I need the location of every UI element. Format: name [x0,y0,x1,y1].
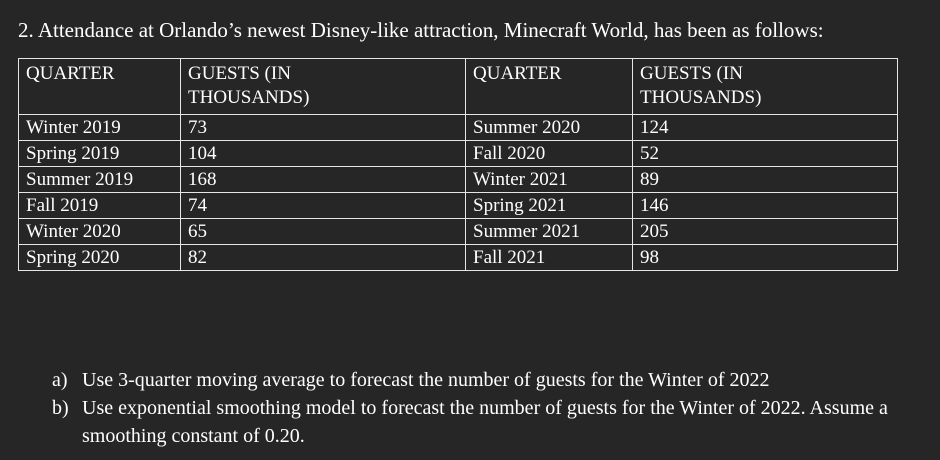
cell-guests: 89 [632,166,898,193]
cell-quarter: Spring 2021 [465,192,633,219]
question-marker: a) [52,369,68,391]
cell-guests: 168 [180,166,466,193]
header-guests-2: GUESTS (IN THOUSANDS) [632,58,898,115]
attendance-table: QUARTER GUESTS (IN THOUSANDS) QUARTER GU… [18,58,898,271]
cell-quarter: Fall 2019 [18,192,181,219]
header-guests-1-text: GUESTS (IN THOUSANDS) [188,63,310,108]
table-row: Summer 2019 168 Winter 2021 89 [18,166,898,193]
cell-guests: 104 [180,140,466,167]
table-body: Winter 2019 73 Summer 2020 124 Spring 20… [18,114,898,271]
header-row: QUARTER GUESTS (IN THOUSANDS) QUARTER GU… [18,58,898,115]
cell-quarter: Spring 2020 [18,244,181,271]
cell-quarter: Summer 2019 [18,166,181,193]
cell-quarter: Winter 2021 [465,166,633,193]
question-marker: b) [52,397,69,419]
question-list: a) Use 3-quarter moving average to forec… [52,366,902,450]
header-guests-2-text: GUESTS (IN THOUSANDS) [640,63,762,108]
table-row: Spring 2019 104 Fall 2020 52 [18,140,898,167]
header-quarter-2: QUARTER [465,58,633,115]
cell-guests: 146 [632,192,898,219]
question-item-b: b) Use exponential smoothing model to fo… [52,394,902,450]
cell-quarter: Fall 2021 [465,244,633,271]
cell-guests: 98 [632,244,898,271]
cell-quarter: Winter 2020 [18,218,181,245]
cell-guests: 205 [632,218,898,245]
cell-quarter: Winter 2019 [18,114,181,141]
cell-quarter: Summer 2021 [465,218,633,245]
cell-guests: 82 [180,244,466,271]
question-text: Use 3-quarter moving average to forecast… [82,369,770,391]
header-guests-1: GUESTS (IN THOUSANDS) [180,58,466,115]
table-row: Winter 2020 65 Summer 2021 205 [18,218,898,245]
table-header: QUARTER GUESTS (IN THOUSANDS) QUARTER GU… [18,58,898,115]
cell-quarter: Spring 2019 [18,140,181,167]
question-text: Use exponential smoothing model to forec… [82,397,888,447]
question-heading: 2. Attendance at Orlando’s newest Disney… [18,18,824,42]
cell-guests: 65 [180,218,466,245]
cell-guests: 124 [632,114,898,141]
cell-quarter: Summer 2020 [465,114,633,141]
question-item-a: a) Use 3-quarter moving average to forec… [52,366,902,394]
table-row: Winter 2019 73 Summer 2020 124 [18,114,898,141]
table-row: Fall 2019 74 Spring 2021 146 [18,192,898,219]
cell-guests: 52 [632,140,898,167]
cell-quarter: Fall 2020 [465,140,633,167]
cell-guests: 73 [180,114,466,141]
table-row: Spring 2020 82 Fall 2021 98 [18,244,898,271]
cell-guests: 74 [180,192,466,219]
header-quarter-1: QUARTER [18,58,181,115]
